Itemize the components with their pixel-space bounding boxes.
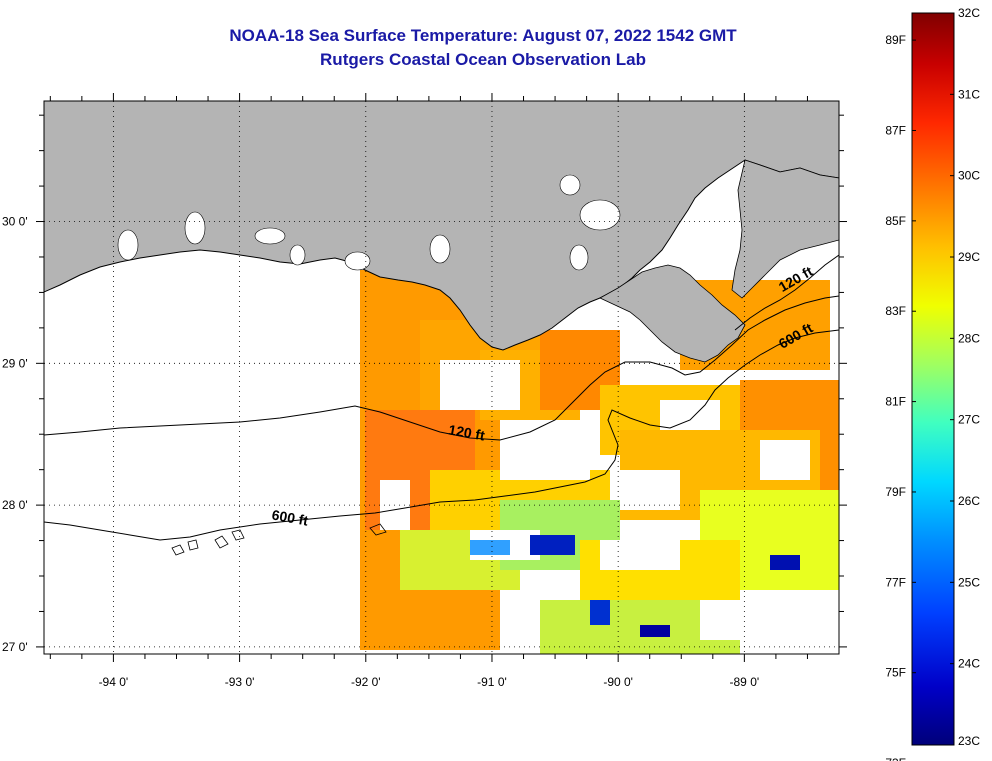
colorbar-ticks: 32C 31C 30C 29C 28C 27C 26C 25C 24C 23C 89F 87F 85F 8… [885,6,980,761]
no-data-patch [440,360,520,410]
cb-label-fahrenheit: 81F [885,395,906,409]
cb-label-fahrenheit: 73F [885,756,906,761]
lake [569,244,589,271]
land-east [731,159,839,299]
cool-sst-patch [640,625,670,637]
no-data-patch [700,600,760,640]
lat-tick-label: 30 0' [2,215,28,229]
contour-label: 120 ft [447,421,486,443]
land-mass [44,101,839,351]
contour-label: 600 ft [271,506,310,528]
lat-tick-label: 29 0' [2,356,28,370]
cb-label-fahrenheit: 79F [885,485,906,499]
cb-label-celsius: 25C [958,575,980,589]
cool-sst-patch [590,600,610,625]
lon-tick-label: -93 0' [225,675,255,689]
land-delta [599,264,746,363]
cool-sst-patch [530,535,575,555]
colorbar [911,12,955,746]
cb-label-celsius: 26C [958,494,980,508]
cool-sst-patch [470,540,510,555]
cb-label-celsius: 27C [958,413,980,427]
lon-tick-label: -91 0' [477,675,507,689]
cool-sst-patch [770,555,800,570]
no-data-patch [620,470,680,510]
lake [429,234,451,264]
lake [289,244,306,266]
cb-label-fahrenheit: 77F [885,575,906,589]
lon-tick-label: -90 0' [603,675,633,689]
lake [117,229,139,261]
lake [254,227,286,245]
contour-600ft [44,329,839,541]
lat-tick-label: 28 0' [2,498,28,512]
map-axes: -94 0' -93 0' -92 0' -91 0' -90 0' -89 0' 30 0… [2,93,847,689]
contour-fragments [171,523,387,556]
cb-label-celsius: 24C [958,657,980,671]
cb-label-celsius: 23C [958,734,980,748]
contour-120ft-west [44,295,839,441]
cb-label-celsius: 30C [958,169,980,183]
cb-label-celsius: 31C [958,87,980,101]
cb-label-celsius: 29C [958,250,980,264]
lat-tick-label: 27 0' [2,640,28,654]
map-subtitle: Rutgers Coastal Ocean Observation Lab [320,50,646,69]
lake [559,174,581,196]
lake-features [117,174,621,271]
cb-label-fahrenheit: 87F [885,123,906,137]
lake [184,211,206,245]
map-frame [43,100,840,655]
lon-tick-label: -89 0' [730,675,760,689]
lon-tick-label: -92 0' [351,675,381,689]
cb-label-fahrenheit: 83F [885,304,906,318]
contour-120ft-east [734,254,839,331]
no-data-patch [600,540,680,570]
map-gridlines [44,101,839,654]
lake [579,199,621,231]
lake [344,251,371,271]
no-data-patch [660,400,720,430]
map-title: NOAA-18 Sea Surface Temperature: August … [229,26,737,45]
cb-label-fahrenheit: 75F [885,666,906,680]
lon-tick-label: -94 0' [99,675,129,689]
cb-label-celsius: 32C [958,6,980,20]
cb-label-celsius: 28C [958,331,980,345]
cb-label-fahrenheit: 85F [885,214,906,228]
no-data-patch [500,440,590,480]
no-data-patch [760,440,810,480]
cb-label-fahrenheit: 89F [885,33,906,47]
